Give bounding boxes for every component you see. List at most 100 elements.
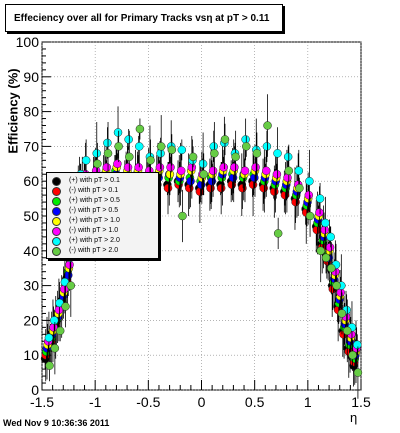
y-tick-label: 30 [23, 278, 39, 294]
data-point [325, 243, 335, 252]
data-point [283, 152, 293, 162]
x-tick-label: 0 [198, 394, 206, 410]
x-tick-label: 0.5 [245, 394, 265, 410]
data-point [208, 166, 218, 176]
y-tick-label: 0 [31, 382, 39, 398]
data-point [321, 253, 331, 263]
legend: (+) with pT > 0.1 (-) with pT > 0.1 (+) … [46, 172, 159, 259]
data-point [353, 368, 363, 377]
timestamp: Wed Nov 9 10:36:36 2011 [3, 418, 110, 428]
x-tick-label: 1 [304, 394, 312, 410]
y-tick-label: 100 [16, 34, 40, 50]
data-point [272, 169, 282, 179]
y-axis-label: Efficiency (%) [5, 68, 21, 154]
legend-label: (-) with pT > 0.5 [69, 207, 119, 214]
data-point [216, 183, 226, 193]
data-point [49, 316, 59, 325]
data-point [348, 350, 357, 360]
data-point [337, 309, 347, 318]
data-point [103, 149, 113, 158]
data-point [252, 149, 262, 158]
data-point [230, 163, 239, 172]
data-point [135, 142, 144, 151]
legend-label: (-) with pT > 0.1 [69, 187, 119, 194]
legend-label: (+) with pT > 0.1 [69, 177, 120, 184]
data-point [166, 163, 175, 172]
data-point [113, 159, 122, 169]
data-point [135, 124, 145, 134]
data-point [316, 246, 325, 256]
legend-marker [52, 237, 61, 246]
legend-label: (+) with pT > 0.5 [69, 197, 120, 204]
chart-title: Effeciency over all for Primary Tracks v… [5, 4, 283, 32]
data-point [240, 166, 250, 176]
data-point [273, 229, 283, 238]
x-tick-label: 1.5 [351, 394, 371, 410]
y-tick-label: 50 [23, 208, 39, 224]
data-point [326, 232, 335, 242]
series-group [44, 106, 362, 364]
data-point [45, 361, 54, 370]
data-point [103, 138, 112, 148]
legend-marker [52, 227, 61, 236]
y-tick-label: 20 [23, 312, 39, 328]
x-axis-label: η [350, 410, 358, 425]
data-point [44, 333, 54, 343]
legend-entry: (-) with pT > 0.5 [47, 206, 158, 216]
data-point [178, 211, 187, 221]
data-point [198, 159, 208, 169]
data-point [304, 190, 314, 200]
data-point [343, 326, 352, 336]
x-tick-label: -1.5 [30, 394, 54, 410]
y-axis-label-box: Efficiency (%) [4, 68, 22, 153]
legend-entry: (+) with pT > 0.1 [47, 176, 158, 186]
data-point [273, 149, 282, 158]
legend-marker [52, 207, 61, 216]
data-point [125, 152, 134, 162]
legend-label: (-) with pT > 1.0 [69, 227, 119, 234]
legend-label: (+) with pT > 2.0 [69, 237, 120, 244]
legend-entry: (+) with pT > 0.5 [47, 196, 158, 206]
data-point [134, 163, 143, 172]
data-point [93, 159, 102, 169]
y-tick-label: 80 [23, 104, 39, 120]
data-point [327, 263, 336, 273]
y-tick-label: 10 [23, 347, 39, 363]
data-point [199, 169, 208, 179]
data-point [102, 163, 112, 172]
data-point [321, 218, 330, 228]
y-tick-label: 70 [23, 138, 39, 154]
data-point [176, 166, 186, 176]
data-point [114, 142, 123, 151]
data-point [61, 302, 70, 311]
legend-marker [52, 197, 61, 206]
legend-entry: (+) with pT > 1.0 [47, 216, 158, 226]
data-point [219, 163, 228, 172]
legend-marker [52, 247, 61, 256]
data-point [284, 166, 294, 176]
data-point [66, 281, 76, 290]
data-point [123, 163, 133, 172]
legend-label: (-) with pT > 2.0 [69, 247, 119, 254]
data-point [305, 176, 314, 186]
data-point [251, 163, 260, 172]
data-point [283, 173, 292, 182]
data-point [50, 343, 60, 353]
data-point [263, 121, 272, 130]
data-point [295, 183, 304, 193]
x-tick-label: -0.5 [136, 394, 160, 410]
data-point [332, 281, 341, 290]
y-tick-label: 40 [23, 243, 39, 259]
data-point [220, 135, 230, 144]
legend-marker [52, 217, 61, 226]
legend-marker [52, 187, 61, 196]
legend-marker [52, 177, 61, 186]
data-point [146, 156, 155, 165]
data-point [242, 142, 251, 151]
data-point [113, 128, 123, 137]
data-point [210, 149, 219, 158]
legend-entry: (-) with pT > 1.0 [47, 226, 158, 236]
data-point [315, 208, 324, 217]
data-point [124, 135, 133, 144]
data-point [155, 163, 165, 172]
